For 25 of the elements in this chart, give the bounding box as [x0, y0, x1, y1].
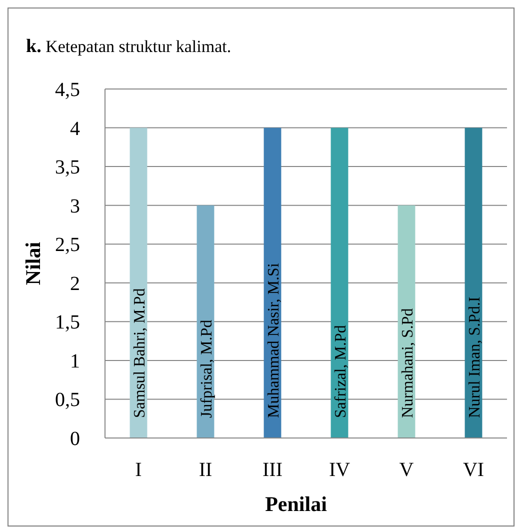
- annotation: Samsul Bahri, M.Pd: [132, 288, 148, 418]
- x-tick-label: II: [198, 459, 212, 481]
- y-tick-label: 0: [70, 428, 80, 450]
- y-tick-label: 2,5: [55, 234, 80, 256]
- x-tick-label: VI: [462, 459, 484, 481]
- y-tick-label: 3: [70, 195, 80, 218]
- y-tick-label: 3,5: [55, 156, 80, 179]
- x-tick-label: I: [135, 459, 142, 481]
- annotation: Muhammad Nasir, M.Si: [266, 262, 282, 418]
- x-tick-label: V: [399, 459, 414, 481]
- x-tick-label: III: [262, 459, 282, 481]
- annotation: Nurmahani, S.Pd: [400, 308, 416, 418]
- annotation: Nurul Iman, S.Pd.I: [466, 296, 484, 418]
- y-tick-label: 1: [70, 350, 80, 372]
- y-tick-label: 4,5: [55, 79, 80, 101]
- x-axis-title: Penilai: [265, 492, 328, 516]
- annotation: Jufprisal, M.Pd: [198, 320, 216, 418]
- chart-title: k. Ketepatan struktur kalimat.: [26, 36, 232, 57]
- y-axis-title: Nilai: [21, 242, 45, 286]
- y-tick-label: 0,5: [55, 389, 80, 412]
- y-tick-label: 2: [70, 272, 80, 295]
- x-tick-label: IV: [328, 459, 351, 481]
- annotation: Safrizal, M.Pd: [332, 325, 350, 418]
- y-tick-label: 1,5: [55, 312, 80, 334]
- y-tick-label: 4: [70, 118, 80, 140]
